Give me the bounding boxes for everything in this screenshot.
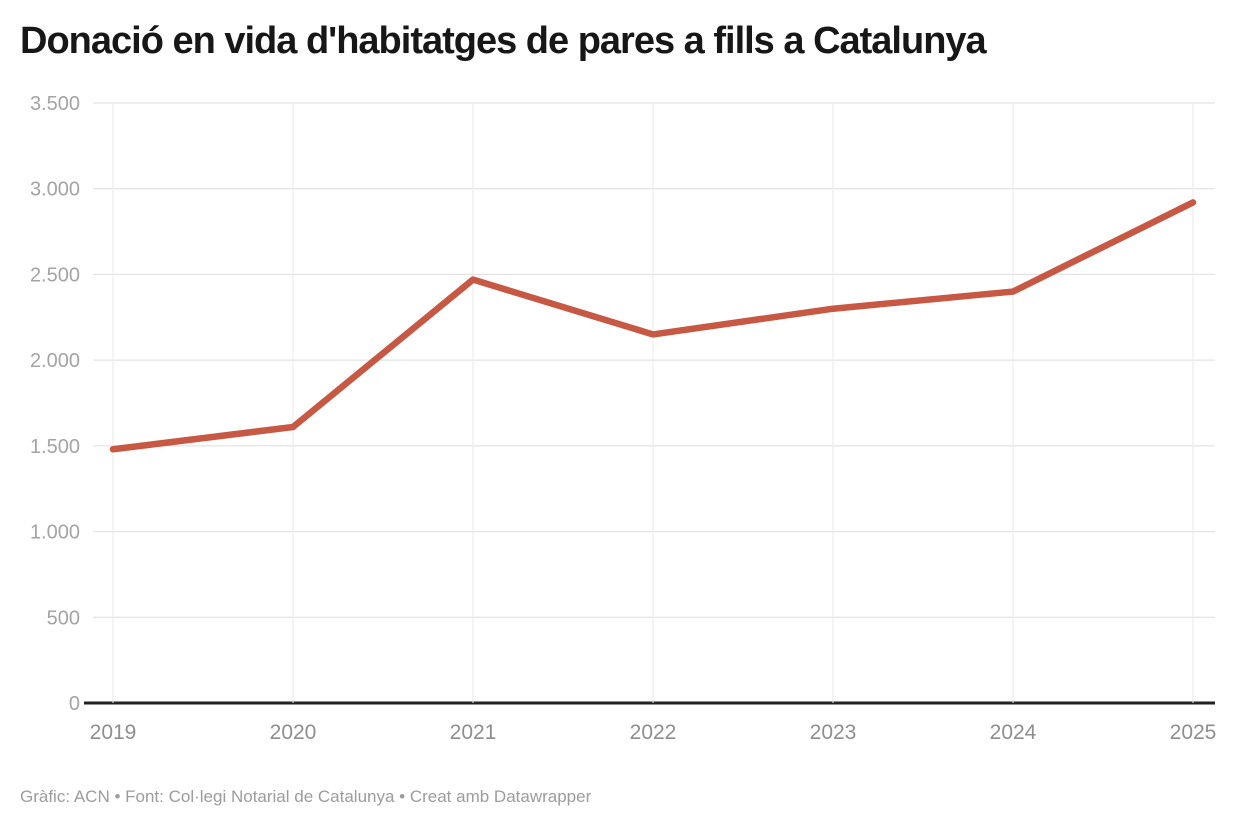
x-axis-tick-label: 2025 xyxy=(1170,721,1217,744)
y-axis-tick-label: 3.500 xyxy=(30,93,80,115)
y-axis-tick-label: 1.000 xyxy=(30,522,80,544)
y-axis-tick-label: 2.500 xyxy=(30,264,80,286)
x-axis-tick-label: 2024 xyxy=(990,721,1037,744)
y-axis-tick-label: 0 xyxy=(69,693,80,715)
chart-title: Donació en vida d'habitatges de pares a … xyxy=(20,20,987,62)
y-axis-tick-label: 3.000 xyxy=(30,179,80,201)
x-axis-tick-label: 2022 xyxy=(630,721,677,744)
y-axis-tick-label: 1.500 xyxy=(30,436,80,458)
x-axis-tick-label: 2021 xyxy=(450,721,497,744)
y-axis-tick-label: 500 xyxy=(47,607,80,629)
x-axis-tick-label: 2023 xyxy=(810,721,857,744)
x-axis-tick-label: 2019 xyxy=(90,721,137,744)
y-axis-tick-label: 2.000 xyxy=(30,350,80,372)
data-line-series xyxy=(109,199,1197,453)
chart-footer-attribution: Gràfic: ACN • Font: Col·legi Notarial de… xyxy=(20,787,592,806)
x-axis-tick-label: 2020 xyxy=(270,721,317,744)
